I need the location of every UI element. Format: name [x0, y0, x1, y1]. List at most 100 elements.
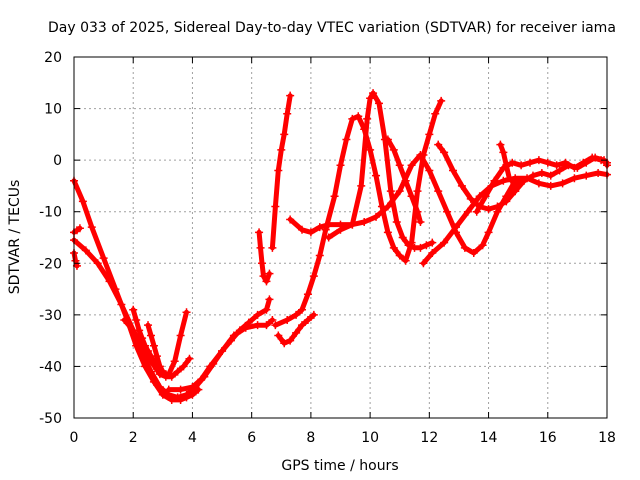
- data-point: [502, 197, 511, 206]
- data-point: [472, 207, 481, 216]
- data-point: [146, 367, 155, 376]
- data-point: [398, 233, 407, 242]
- data-point: [298, 305, 307, 314]
- data-point: [298, 321, 307, 330]
- data-point: [144, 346, 153, 355]
- data-point: [440, 148, 449, 157]
- y-tick-label: -20: [39, 256, 62, 272]
- data-point: [170, 357, 179, 366]
- data-point: [176, 331, 185, 340]
- data-point: [360, 218, 369, 227]
- data-point: [306, 228, 315, 237]
- data-point: [342, 135, 351, 144]
- data-point: [534, 179, 543, 188]
- x-tick-label: 6: [247, 430, 256, 446]
- y-tick-label: -30: [39, 308, 62, 324]
- data-point: [478, 241, 487, 250]
- y-tick-label: -40: [39, 359, 62, 375]
- data-point: [176, 385, 185, 394]
- data-point: [484, 228, 493, 237]
- data-point: [499, 148, 508, 157]
- data-point: [570, 163, 579, 172]
- data-point: [422, 241, 431, 250]
- y-tick-label: -50: [39, 411, 62, 427]
- data-point: [81, 246, 90, 255]
- data-point: [502, 161, 511, 170]
- plot-frame: [73, 56, 608, 419]
- data-point: [457, 181, 466, 190]
- data-point: [258, 259, 267, 268]
- data-point: [262, 277, 271, 286]
- data-point: [138, 334, 147, 343]
- y-tick-label: 0: [53, 153, 62, 169]
- data-point: [386, 187, 395, 196]
- x-tick-label: 18: [598, 430, 616, 446]
- data-point: [348, 220, 357, 229]
- data-point: [570, 174, 579, 183]
- data-point: [277, 145, 286, 154]
- data-point: [255, 228, 264, 237]
- data-point: [144, 321, 153, 330]
- data-point: [416, 243, 425, 252]
- data-point: [256, 243, 265, 252]
- data-point: [265, 269, 274, 278]
- data-point: [499, 176, 508, 185]
- data-point: [496, 140, 505, 149]
- data-point: [366, 94, 375, 103]
- data-point: [262, 305, 271, 314]
- data-point: [546, 171, 555, 180]
- x-axis-label: GPS time / hours: [281, 458, 398, 474]
- data-point: [188, 383, 197, 392]
- data-point: [146, 331, 155, 340]
- data-point: [164, 385, 173, 394]
- data-point: [440, 238, 449, 247]
- data-point: [395, 251, 404, 260]
- x-tick-label: 12: [420, 430, 438, 446]
- data-point: [395, 161, 404, 170]
- data-point: [372, 171, 381, 180]
- data-point: [407, 192, 416, 201]
- x-tick-label: 0: [70, 430, 79, 446]
- data-point: [552, 161, 561, 170]
- data-point: [336, 161, 345, 170]
- data-point: [75, 224, 84, 233]
- data-point: [428, 248, 437, 257]
- data-point: [588, 153, 597, 162]
- data-point: [416, 218, 425, 227]
- data-point: [303, 290, 312, 299]
- chart-title: Day 033 of 2025, Sidereal Day-to-day VTE…: [48, 20, 616, 36]
- data-point: [309, 310, 318, 319]
- data-point: [132, 316, 141, 325]
- x-tick-label: 8: [306, 430, 315, 446]
- data-point: [511, 187, 520, 196]
- data-point: [543, 158, 552, 167]
- data-point: [514, 176, 523, 185]
- data-point: [481, 192, 490, 201]
- data-point: [354, 112, 363, 121]
- data-point: [268, 243, 277, 252]
- data-point: [348, 114, 357, 123]
- data-point: [425, 130, 434, 139]
- data-point: [173, 367, 182, 376]
- data-point: [182, 390, 191, 399]
- data-point: [262, 321, 271, 330]
- data-point: [292, 310, 301, 319]
- data-point: [413, 187, 422, 196]
- data-point: [173, 393, 182, 402]
- y-tick-label: -10: [39, 205, 62, 221]
- data-point: [283, 109, 292, 118]
- data-point: [526, 158, 535, 167]
- data-point: [395, 187, 404, 196]
- data-layer: [70, 89, 611, 404]
- data-point: [431, 109, 440, 118]
- data-point: [315, 223, 324, 232]
- data-point: [241, 323, 250, 332]
- data-point: [78, 197, 87, 206]
- data-point: [259, 272, 268, 281]
- data-point: [185, 354, 194, 363]
- data-point: [389, 243, 398, 252]
- ticks: 0 2 4 6 8 10 12 14 16 18 -50 -40 -30 -20 -10 0 10 20: [39, 50, 616, 446]
- data-point: [141, 341, 150, 350]
- data-point: [534, 156, 543, 165]
- y-tick-label: 10: [44, 102, 62, 118]
